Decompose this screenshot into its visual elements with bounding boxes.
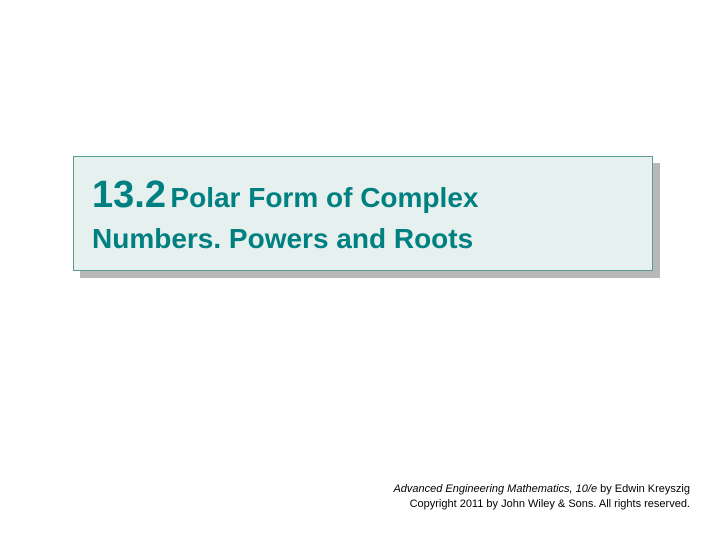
title-line-2: Numbers. Powers and Roots [92, 223, 473, 254]
title-box: 13.2 Polar Form of Complex Numbers. Powe… [73, 156, 653, 271]
footer-line-1: Advanced Engineering Mathematics, 10/e b… [393, 482, 690, 497]
footer: Advanced Engineering Mathematics, 10/e b… [393, 482, 690, 512]
footer-copyright: Copyright 2011 by John Wiley & Sons. All… [393, 497, 690, 512]
section-number: 13.2 [92, 174, 166, 216]
book-author: by Edwin Kreyszig [597, 483, 690, 495]
title-line-1: Polar Form of Complex [170, 182, 478, 213]
book-title: Advanced Engineering Mathematics, 10/e [393, 483, 597, 495]
